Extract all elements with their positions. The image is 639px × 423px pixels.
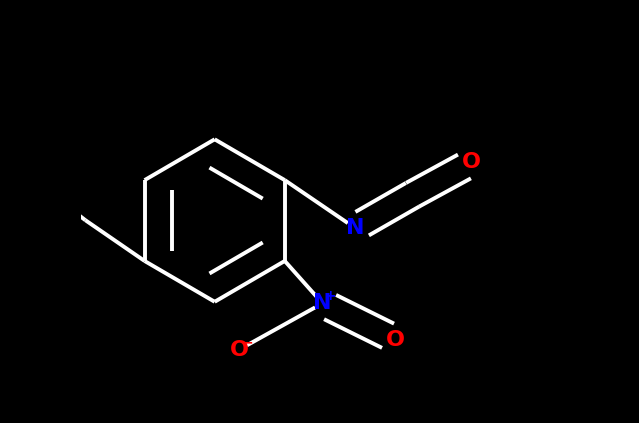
Text: O: O <box>230 340 249 360</box>
Text: N: N <box>313 293 332 313</box>
Text: N: N <box>346 218 364 238</box>
Text: O: O <box>463 152 481 173</box>
Text: O: O <box>386 330 405 349</box>
Text: +: + <box>325 289 336 303</box>
Text: −: − <box>241 335 253 349</box>
